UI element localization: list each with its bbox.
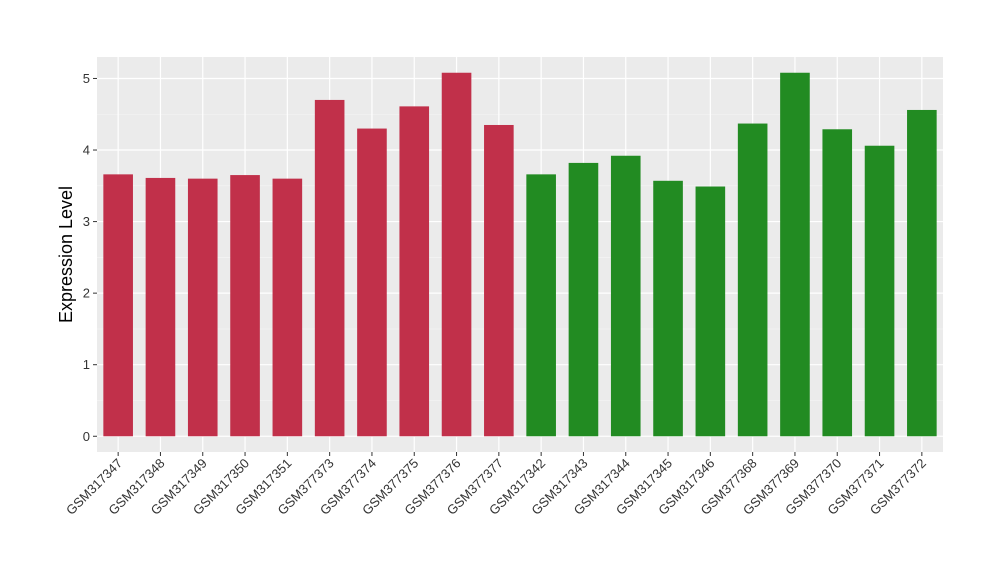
y-tick-label: 5 [83, 71, 90, 86]
bar-gsm377369 [780, 72, 810, 437]
bars [103, 72, 937, 437]
bar-gsm317344 [610, 155, 641, 437]
bar-gsm317345 [653, 180, 683, 437]
y-tick-label: 2 [83, 286, 90, 301]
bar-gsm317349 [187, 178, 218, 437]
y-tick-label: 3 [83, 214, 90, 229]
bar-gsm377372 [907, 109, 937, 437]
bar-gsm377377 [484, 124, 514, 437]
bar-gsm377376 [441, 72, 472, 437]
y-tick-label: 1 [83, 357, 90, 372]
bar-gsm377373 [314, 99, 345, 437]
bar-gsm377370 [822, 129, 853, 437]
bar-gsm317343 [568, 162, 599, 437]
bar-gsm317348 [145, 177, 176, 437]
bar-gsm377368 [737, 123, 768, 437]
bar-gsm377374 [357, 128, 387, 437]
bar-gsm317350 [230, 175, 260, 437]
bar-gsm317342 [526, 174, 556, 437]
bar-gsm317346 [695, 186, 726, 437]
y-axis-title: Expression Level [56, 186, 76, 323]
y-tick-label: 4 [83, 143, 90, 158]
x-axis: GSM317347GSM317348GSM317349GSM317350GSM3… [63, 452, 929, 518]
y-tick-label: 0 [83, 429, 90, 444]
bar-gsm377375 [399, 106, 430, 437]
bar-gsm377371 [864, 145, 895, 437]
y-axis: 0 1 2 3 4 5 [83, 71, 97, 444]
bar-gsm317347 [103, 174, 133, 437]
plot-panel [97, 57, 943, 452]
bar-gsm317351 [272, 178, 303, 437]
